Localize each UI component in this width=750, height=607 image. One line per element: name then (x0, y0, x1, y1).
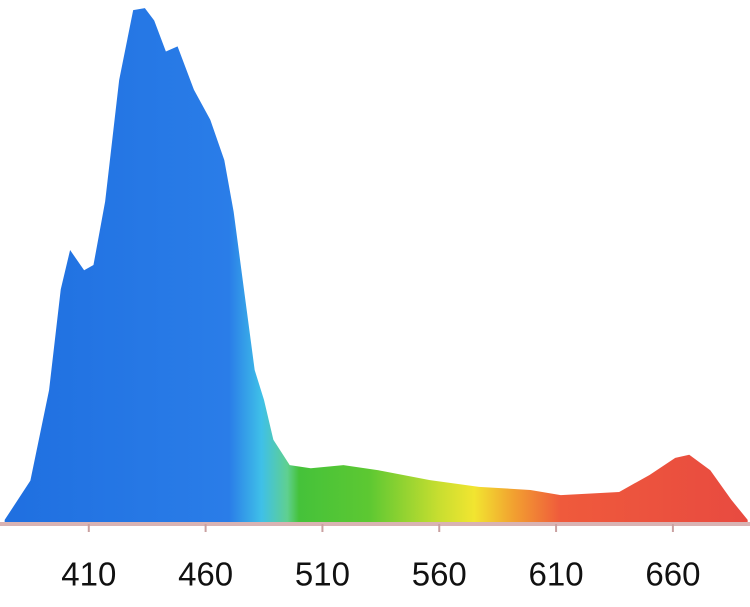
x-tick-label: 660 (645, 556, 700, 593)
x-tick-label: 610 (529, 556, 584, 593)
x-tick-label: 560 (412, 556, 467, 593)
x-tick-label: 510 (295, 556, 350, 593)
x-tick-label: 460 (178, 556, 233, 593)
x-tick-label: 410 (61, 556, 116, 593)
spectrum-area (4, 8, 748, 523)
